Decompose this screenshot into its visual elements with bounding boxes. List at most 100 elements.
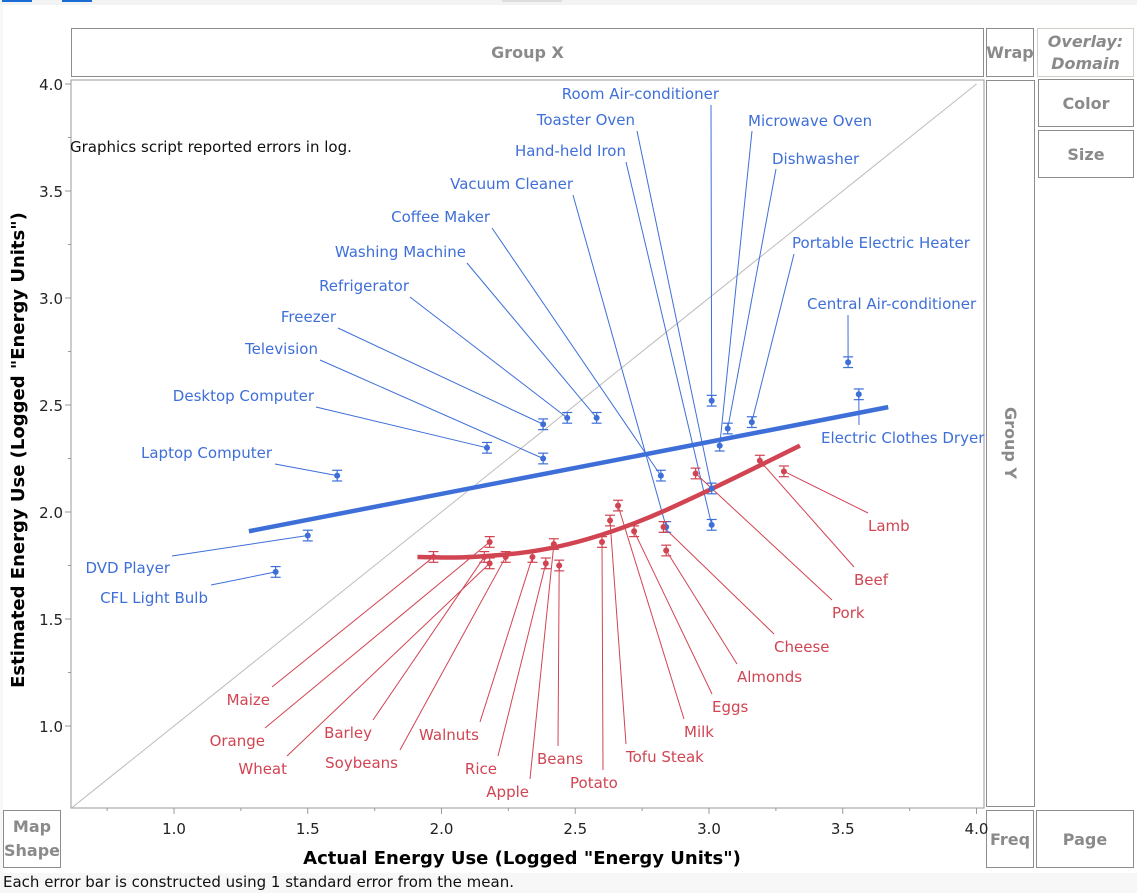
- data-point[interactable]: [479, 550, 490, 563]
- point-label: Maize: [227, 691, 270, 709]
- map-shape-zone[interactable]: Map Shape: [3, 810, 61, 868]
- point-label: Desktop Computer: [173, 387, 315, 405]
- point-marker: [599, 538, 605, 545]
- x-tick-label: 2.0: [430, 820, 454, 838]
- point-label: Soybeans: [325, 754, 398, 772]
- leader-line: [479, 556, 533, 723]
- freq-zone[interactable]: Freq: [986, 810, 1034, 868]
- point-marker: [724, 425, 731, 432]
- data-point[interactable]: [613, 499, 624, 512]
- overlay-label: Overlay:: [1047, 31, 1124, 51]
- data-point[interactable]: [591, 411, 602, 424]
- point-marker: [540, 421, 547, 428]
- point-marker: [631, 528, 638, 535]
- data-point[interactable]: [706, 482, 717, 495]
- map-shape-label-line2: Shape: [4, 841, 61, 860]
- data-point[interactable]: [746, 416, 757, 429]
- point-label: Refrigerator: [319, 277, 410, 295]
- point-label: Coffee Maker: [391, 208, 491, 226]
- point-marker: [502, 553, 509, 560]
- size-zone[interactable]: Size: [1038, 130, 1134, 178]
- point-marker: [542, 560, 549, 567]
- data-point[interactable]: [661, 544, 672, 557]
- data-point[interactable]: [706, 394, 717, 407]
- data-point[interactable]: [853, 388, 864, 401]
- leader-line: [210, 571, 276, 586]
- point-marker: [529, 553, 536, 560]
- point-label: Electric Clothes Dryer: [821, 429, 985, 447]
- page-label: Page: [1062, 829, 1108, 849]
- data-point[interactable]: [270, 565, 281, 578]
- data-point[interactable]: [629, 525, 640, 538]
- leader-line: [529, 544, 555, 780]
- data-point[interactable]: [538, 452, 549, 465]
- point-label: Room Air-conditioner: [562, 85, 720, 103]
- wrap-zone[interactable]: Wrap: [986, 28, 1034, 77]
- x-tick-label: 3.5: [831, 820, 855, 838]
- x-tick-label: 1.0: [162, 820, 186, 838]
- leader-line: [572, 194, 667, 528]
- toolbar-tab-indicator[interactable]: [2, 0, 32, 2]
- data-point[interactable]: [428, 550, 439, 563]
- group-y-zone[interactable]: Group Y: [986, 80, 1035, 807]
- y-axis-title[interactable]: Estimated Energy Use (Logged "Energy Uni…: [8, 212, 29, 688]
- x-tick-label: 2.5: [563, 820, 587, 838]
- y-tick-label: 4.0: [39, 76, 63, 94]
- data-point[interactable]: [527, 550, 538, 563]
- point-label: Hand-held Iron: [515, 142, 626, 160]
- leader-line: [617, 505, 685, 720]
- y-tick-label: 3.0: [39, 290, 63, 308]
- data-point[interactable]: [843, 356, 854, 369]
- data-point[interactable]: [548, 538, 559, 551]
- point-label: DVD Player: [85, 559, 170, 577]
- leader-line: [636, 130, 713, 489]
- data-point[interactable]: [554, 559, 565, 572]
- color-zone[interactable]: Color: [1038, 79, 1134, 127]
- data-point[interactable]: [540, 557, 551, 570]
- data-point[interactable]: [484, 536, 495, 548]
- data-point[interactable]: [500, 550, 511, 563]
- data-point[interactable]: [332, 469, 343, 482]
- data-point[interactable]: [597, 536, 607, 548]
- data-point[interactable]: [690, 467, 701, 480]
- leader-line: [625, 161, 713, 525]
- y-tick-label: 1.0: [39, 718, 63, 736]
- point-label: Freezer: [281, 308, 337, 326]
- data-point[interactable]: [722, 422, 733, 435]
- page-zone[interactable]: Page: [1036, 810, 1134, 868]
- point-marker: [855, 391, 862, 398]
- data-point[interactable]: [706, 518, 717, 531]
- point-marker: [304, 532, 311, 539]
- toolbar-scroll-thumb[interactable]: [502, 0, 562, 2]
- leader-line: [286, 562, 490, 757]
- data-point[interactable]: [754, 454, 765, 467]
- leader-line: [727, 168, 777, 429]
- leader-line: [557, 565, 560, 747]
- data-point[interactable]: [562, 411, 573, 424]
- data-point[interactable]: [655, 469, 666, 482]
- color-label: Color: [1062, 93, 1110, 113]
- toolbar-tab-indicator[interactable]: [62, 0, 92, 2]
- point-label: Microwave Oven: [748, 112, 872, 130]
- data-point[interactable]: [302, 529, 313, 542]
- data-point[interactable]: [778, 465, 789, 478]
- leader-line: [601, 541, 604, 771]
- leader-line: [783, 470, 869, 514]
- point-marker: [483, 444, 490, 451]
- data-point[interactable]: [714, 439, 725, 452]
- point-label: Toaster Oven: [536, 111, 635, 129]
- x-axis-title[interactable]: Actual Energy Use (Logged "Energy Units"…: [303, 848, 741, 869]
- point-label: Walnuts: [419, 726, 479, 744]
- point-marker: [556, 562, 563, 569]
- group-x-zone[interactable]: Group X: [71, 28, 984, 77]
- overlay-zone[interactable]: Overlay: Domain: [1037, 28, 1134, 77]
- point-marker: [593, 414, 600, 421]
- y-tick-label: 2.0: [39, 504, 63, 522]
- data-point[interactable]: [658, 521, 669, 533]
- data-point[interactable]: [538, 418, 549, 431]
- data-point[interactable]: [481, 441, 492, 454]
- size-label: Size: [1067, 144, 1105, 164]
- label-leader-lines: [171, 104, 869, 780]
- data-point[interactable]: [605, 514, 616, 527]
